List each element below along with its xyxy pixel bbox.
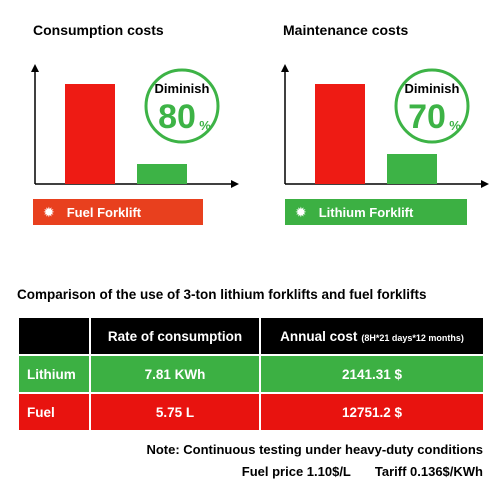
annual-header-label: Annual cost: [280, 328, 358, 344]
fuel-rate-cell: 5.75 L: [89, 392, 261, 432]
badge-number: 80: [158, 98, 196, 136]
maintenance-chart-title: Maintenance costs: [283, 22, 409, 38]
gear-icon: ✹: [295, 204, 307, 220]
legend-fuel-forklift: ✹ Fuel Forklift: [33, 199, 203, 225]
tariff: Tariff 0.136$/KWh: [374, 464, 483, 479]
badge-label: Diminish: [155, 81, 210, 96]
diminish-badge: Diminish 70%: [394, 68, 470, 144]
bar-lithium-forklift: [387, 154, 437, 184]
annual-header-note: (8H*21 days*12 months): [361, 332, 464, 343]
row-label-fuel: Fuel: [17, 392, 91, 432]
y-axis-arrow: [281, 64, 289, 72]
y-axis-arrow: [31, 64, 39, 72]
x-axis-arrow: [231, 180, 239, 188]
diminish-badge: Diminish 80%: [144, 68, 220, 144]
legend-lithium-forklift: ✹ Lithium Forklift: [285, 199, 467, 225]
comparison-title: Comparison of the use of 3-ton lithium f…: [17, 287, 427, 302]
consumption-costs-chart: Diminish 80%: [31, 64, 239, 188]
badge-unit: %: [449, 118, 461, 133]
bar-fuel-forklift: [65, 84, 115, 184]
x-axis-arrow: [481, 180, 489, 188]
table-header-empty: [17, 316, 91, 356]
table-header-rate: Rate of consumption: [89, 316, 261, 356]
badge-circle: [144, 68, 220, 144]
bar-lithium-forklift: [137, 164, 187, 184]
table-row: Fuel 5.75 L 12751.2 $: [17, 392, 485, 432]
legend-lithium-label: Lithium Forklift: [318, 204, 414, 220]
comparison-table: Rate of consumption Annual cost (8H*21 da…: [17, 316, 485, 432]
lithium-annual-cell: 2141.31 $: [259, 354, 485, 394]
fuel-annual-cell: 12751.2 $: [259, 392, 485, 432]
price-line: Fuel price 1.10$/L Tariff 0.136$/KWh: [242, 464, 483, 479]
badge-label: Diminish: [405, 81, 460, 96]
badge-number: 70: [408, 98, 446, 136]
fuel-price: Fuel price 1.10$/L: [241, 464, 351, 479]
table-row: Lithium 7.81 KWh 2141.31 $: [17, 354, 485, 394]
maintenance-costs-chart: Diminish 70%: [281, 64, 489, 188]
lithium-rate-cell: 7.81 KWh: [89, 354, 261, 394]
table-header-annual: Annual cost (8H*21 days*12 months): [259, 316, 485, 356]
table-header-row: Rate of consumption Annual cost (8H*21 da…: [17, 316, 485, 356]
row-label-lithium: Lithium: [17, 354, 91, 394]
badge-circle: [394, 68, 470, 144]
test-conditions-note: Note: Continuous testing under heavy-dut…: [146, 442, 483, 457]
bar-fuel-forklift: [315, 84, 365, 184]
consumption-chart-title: Consumption costs: [33, 22, 164, 38]
gear-icon: ✹: [43, 204, 55, 220]
legend-fuel-label: Fuel Forklift: [66, 204, 142, 220]
badge-unit: %: [199, 118, 211, 133]
